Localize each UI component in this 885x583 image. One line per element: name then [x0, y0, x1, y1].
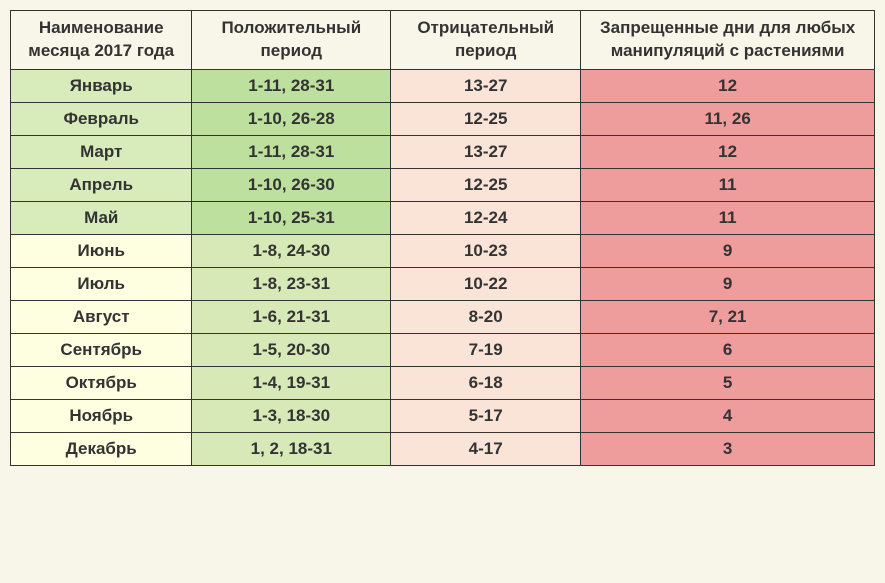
table-row: Октябрь1-4, 19-316-185 [11, 366, 875, 399]
cell-banned: 9 [581, 234, 875, 267]
cell-banned: 5 [581, 366, 875, 399]
cell-month: Февраль [11, 102, 192, 135]
cell-negative: 13-27 [391, 135, 581, 168]
cell-positive: 1-5, 20-30 [192, 333, 391, 366]
col-header-banned: Запрещенные дни для любых манипуляций с … [581, 11, 875, 70]
cell-negative: 10-23 [391, 234, 581, 267]
cell-month: Июнь [11, 234, 192, 267]
cell-month: Декабрь [11, 432, 192, 465]
cell-negative: 8-20 [391, 300, 581, 333]
cell-positive: 1-10, 26-30 [192, 168, 391, 201]
table-body: Январь1-11, 28-3113-2712Февраль1-10, 26-… [11, 69, 875, 465]
cell-negative: 13-27 [391, 69, 581, 102]
cell-positive: 1-6, 21-31 [192, 300, 391, 333]
cell-positive: 1-11, 28-31 [192, 135, 391, 168]
cell-banned: 12 [581, 135, 875, 168]
cell-month: Май [11, 201, 192, 234]
cell-banned: 6 [581, 333, 875, 366]
table-header-row: Наименование месяца 2017 года Положитель… [11, 11, 875, 70]
cell-banned: 3 [581, 432, 875, 465]
cell-negative: 10-22 [391, 267, 581, 300]
table-row: Май1-10, 25-3112-2411 [11, 201, 875, 234]
table-row: Апрель1-10, 26-3012-2511 [11, 168, 875, 201]
cell-negative: 12-24 [391, 201, 581, 234]
cell-positive: 1-4, 19-31 [192, 366, 391, 399]
cell-positive: 1-3, 18-30 [192, 399, 391, 432]
col-header-negative: Отрицательный период [391, 11, 581, 70]
cell-negative: 7-19 [391, 333, 581, 366]
col-header-month: Наименование месяца 2017 года [11, 11, 192, 70]
table-row: Декабрь1, 2, 18-314-173 [11, 432, 875, 465]
cell-month: Июль [11, 267, 192, 300]
cell-month: Апрель [11, 168, 192, 201]
cell-positive: 1-10, 26-28 [192, 102, 391, 135]
cell-negative: 6-18 [391, 366, 581, 399]
table-row: Март1-11, 28-3113-2712 [11, 135, 875, 168]
table-row: Сентябрь1-5, 20-307-196 [11, 333, 875, 366]
cell-positive: 1-10, 25-31 [192, 201, 391, 234]
cell-month: Сентябрь [11, 333, 192, 366]
cell-banned: 9 [581, 267, 875, 300]
col-header-positive: Положительный период [192, 11, 391, 70]
table-row: Август1-6, 21-318-207, 21 [11, 300, 875, 333]
cell-banned: 12 [581, 69, 875, 102]
cell-banned: 11 [581, 168, 875, 201]
table-row: Июнь1-8, 24-3010-239 [11, 234, 875, 267]
cell-banned: 4 [581, 399, 875, 432]
table-row: Январь1-11, 28-3113-2712 [11, 69, 875, 102]
cell-positive: 1-11, 28-31 [192, 69, 391, 102]
table-row: Февраль1-10, 26-2812-2511, 26 [11, 102, 875, 135]
cell-negative: 12-25 [391, 102, 581, 135]
cell-positive: 1, 2, 18-31 [192, 432, 391, 465]
cell-negative: 12-25 [391, 168, 581, 201]
cell-positive: 1-8, 23-31 [192, 267, 391, 300]
table-row: Ноябрь1-3, 18-305-174 [11, 399, 875, 432]
cell-positive: 1-8, 24-30 [192, 234, 391, 267]
cell-month: Январь [11, 69, 192, 102]
cell-negative: 4-17 [391, 432, 581, 465]
cell-banned: 11 [581, 201, 875, 234]
table-row: Июль1-8, 23-3110-229 [11, 267, 875, 300]
cell-month: Ноябрь [11, 399, 192, 432]
cell-month: Август [11, 300, 192, 333]
cell-negative: 5-17 [391, 399, 581, 432]
cell-month: Март [11, 135, 192, 168]
cell-banned: 7, 21 [581, 300, 875, 333]
calendar-table: Наименование месяца 2017 года Положитель… [10, 10, 875, 466]
cell-month: Октябрь [11, 366, 192, 399]
cell-banned: 11, 26 [581, 102, 875, 135]
page: Наименование месяца 2017 года Положитель… [0, 0, 885, 583]
